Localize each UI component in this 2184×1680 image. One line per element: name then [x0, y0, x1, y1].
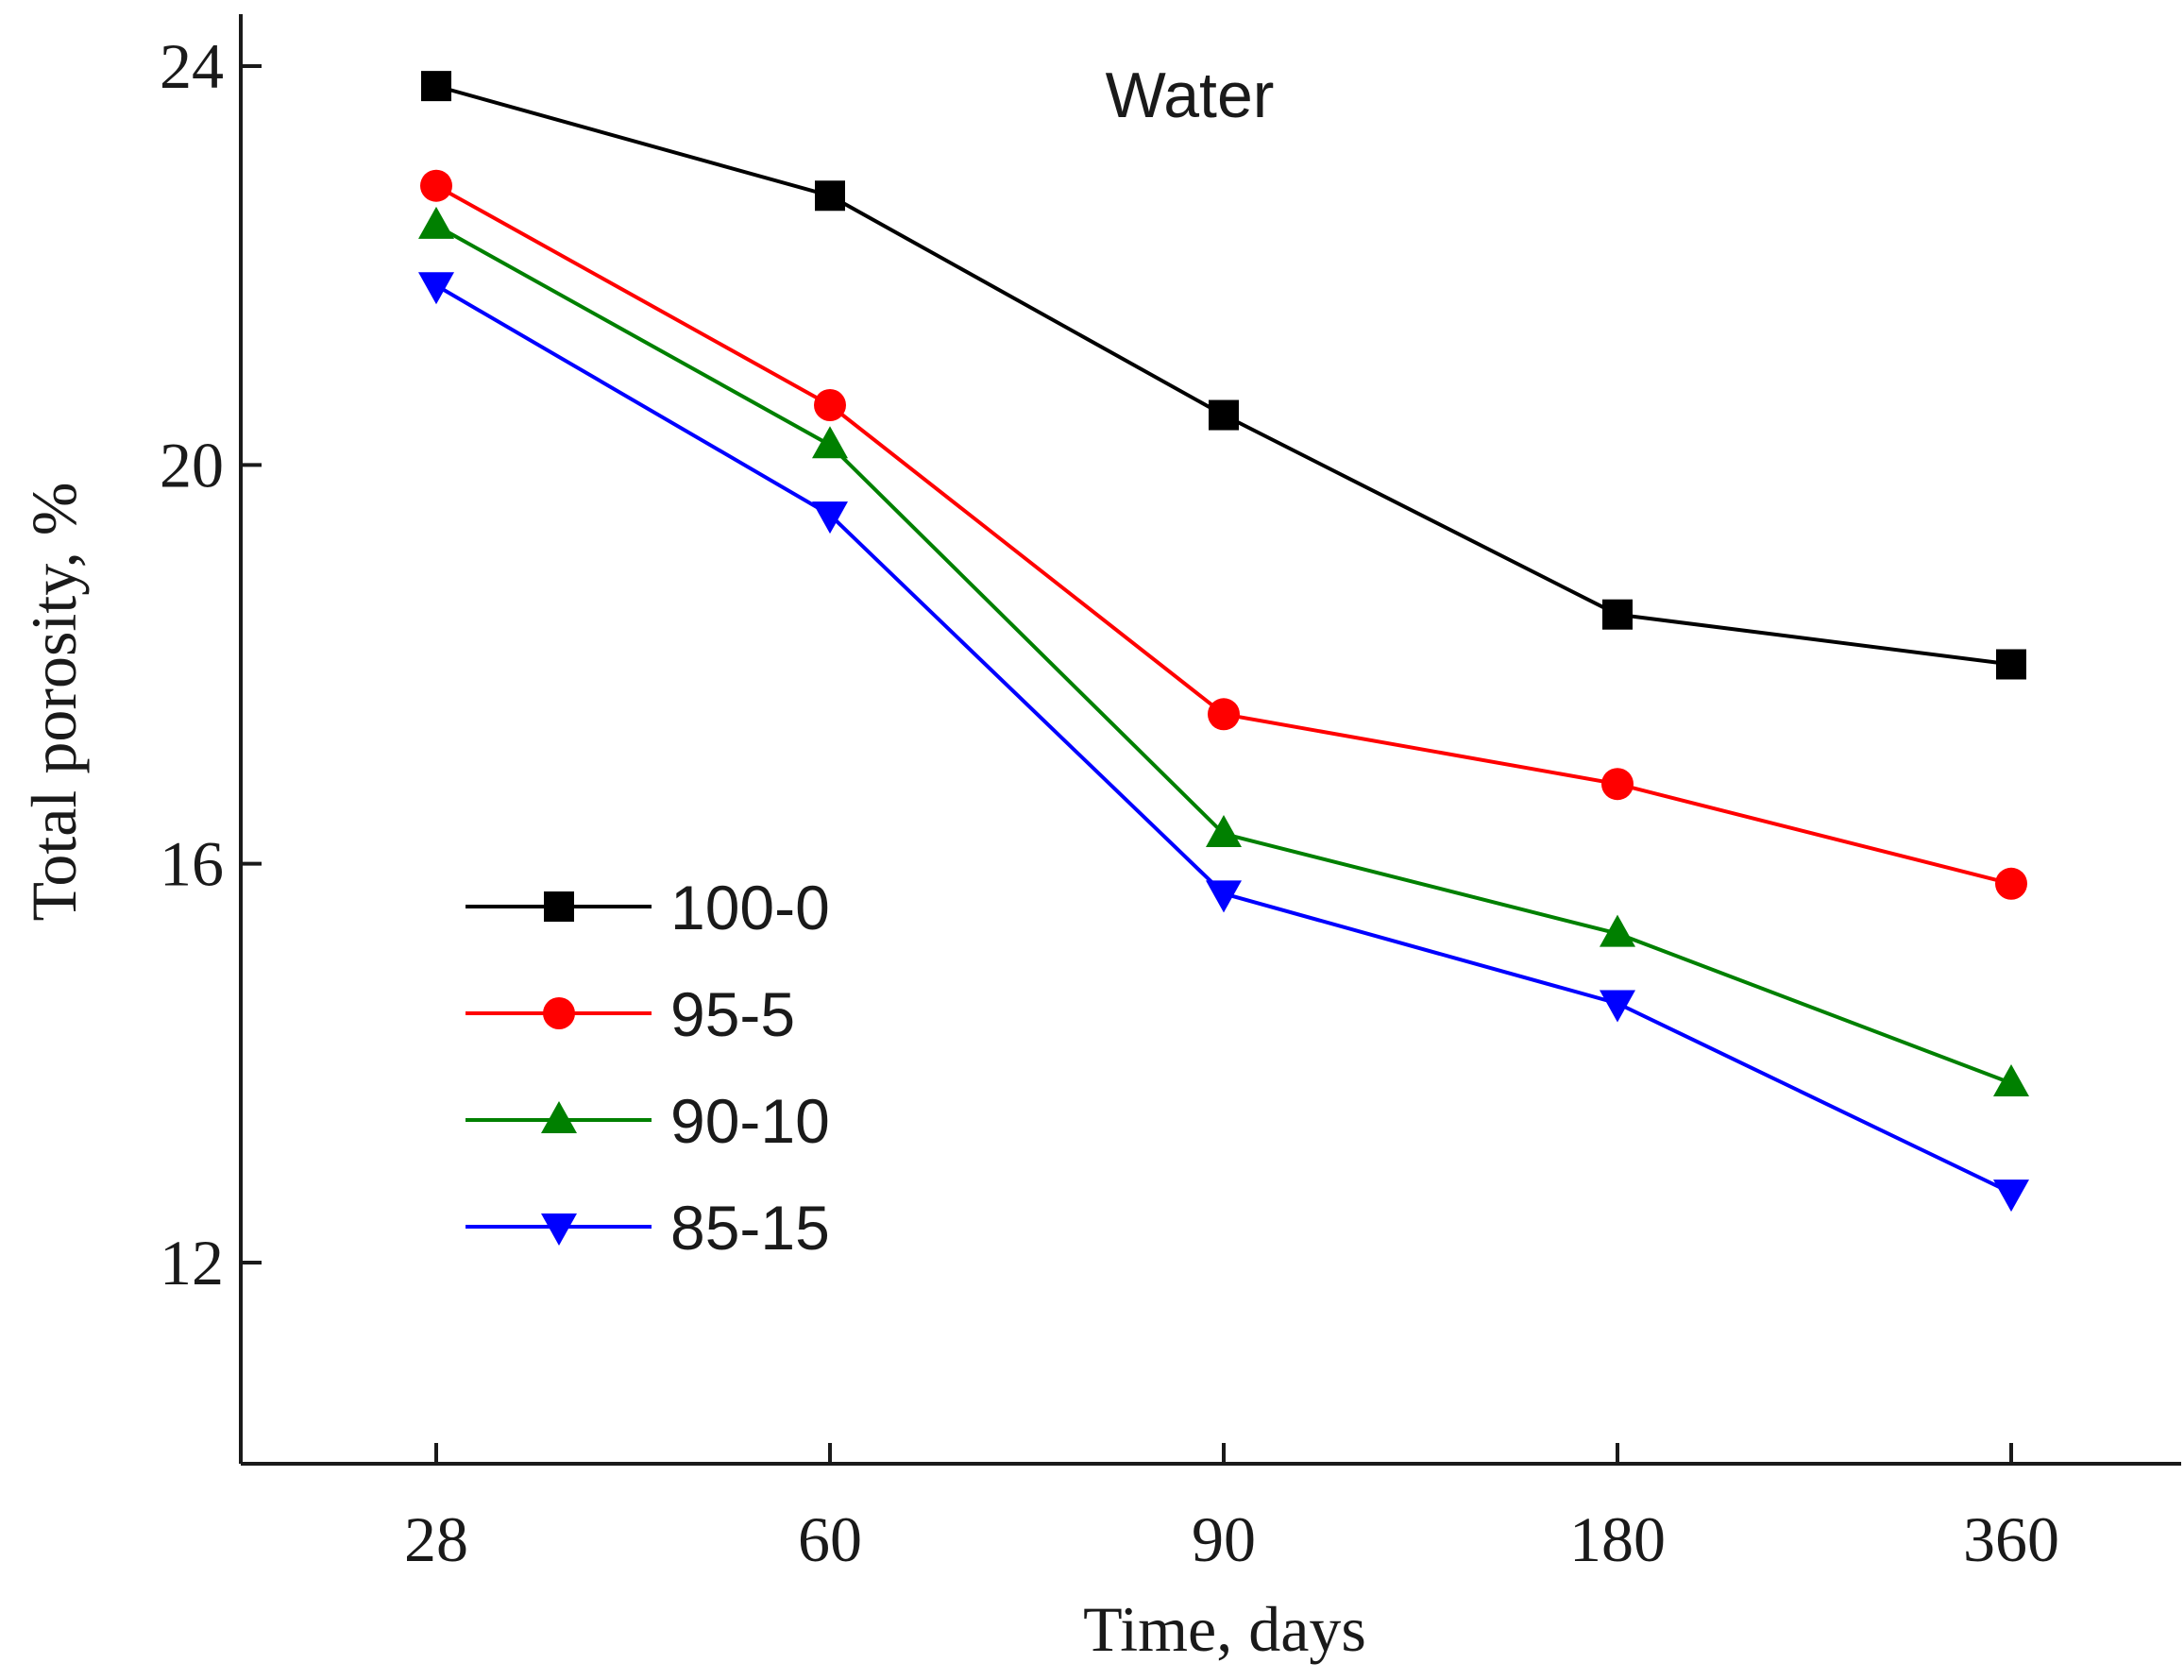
data-point-90-10 — [418, 206, 454, 239]
data-point-95-5 — [1995, 867, 2027, 900]
data-point-85-15 — [812, 501, 848, 535]
ticks: 12 16 20 24 28 60 90 180 360 — [160, 30, 2059, 1575]
data-point-95-5 — [814, 388, 846, 421]
data-point-100-0 — [1209, 399, 1239, 431]
data-point-95-5 — [1601, 768, 1634, 801]
data-point-90-10 — [812, 426, 848, 459]
legend-label-90-10: 90-10 — [670, 1086, 830, 1156]
legend-label-85-15: 85-15 — [670, 1193, 830, 1263]
data-point-90-10 — [1600, 914, 1635, 947]
legend: 100-0 95-5 90-10 85-15 — [466, 873, 830, 1263]
data-point-100-0 — [1996, 649, 2026, 680]
data-point-95-5 — [420, 169, 452, 202]
series-line-90-10 — [435, 224, 2012, 1085]
y-tick-label: 24 — [160, 30, 224, 102]
x-axis-title: Time, days — [1083, 1593, 1366, 1665]
y-tick-label: 20 — [160, 429, 224, 501]
data-point-90-10 — [1206, 814, 1242, 847]
data-point-85-15 — [1993, 1179, 2029, 1213]
data-point-85-15 — [1600, 990, 1635, 1023]
data-point-90-10 — [1993, 1063, 2029, 1096]
data-point-100-0 — [1602, 599, 1633, 630]
x-tick-label: 360 — [1963, 1503, 2059, 1575]
data-point-100-0 — [421, 71, 451, 102]
y-axis-title: Total porosity, % — [18, 483, 90, 922]
x-tick-label: 28 — [404, 1503, 468, 1575]
legend-label-100-0: 100-0 — [670, 873, 830, 942]
legend-marker-100-0 — [544, 891, 574, 922]
legend-marker-90-10 — [541, 1101, 577, 1133]
data-point-85-15 — [418, 272, 454, 305]
x-tick-label: 180 — [1569, 1503, 1666, 1575]
legend-label-95-5: 95-5 — [670, 979, 795, 1049]
y-tick-label: 12 — [160, 1227, 224, 1298]
data-point-85-15 — [1206, 880, 1242, 913]
legend-marker-95-5 — [543, 997, 575, 1029]
axes — [239, 14, 2181, 1466]
x-tick-label: 60 — [798, 1503, 862, 1575]
series-line-95-5 — [435, 183, 2012, 886]
series-markers — [418, 71, 2029, 1213]
series-line-100-0 — [435, 84, 2012, 667]
data-point-95-5 — [1208, 698, 1240, 731]
y-tick-label: 16 — [160, 828, 224, 900]
legend-marker-85-15 — [541, 1213, 577, 1246]
x-tick-label: 90 — [1192, 1503, 1256, 1575]
water-annotation: Water — [1106, 59, 1275, 131]
data-point-100-0 — [815, 180, 845, 212]
